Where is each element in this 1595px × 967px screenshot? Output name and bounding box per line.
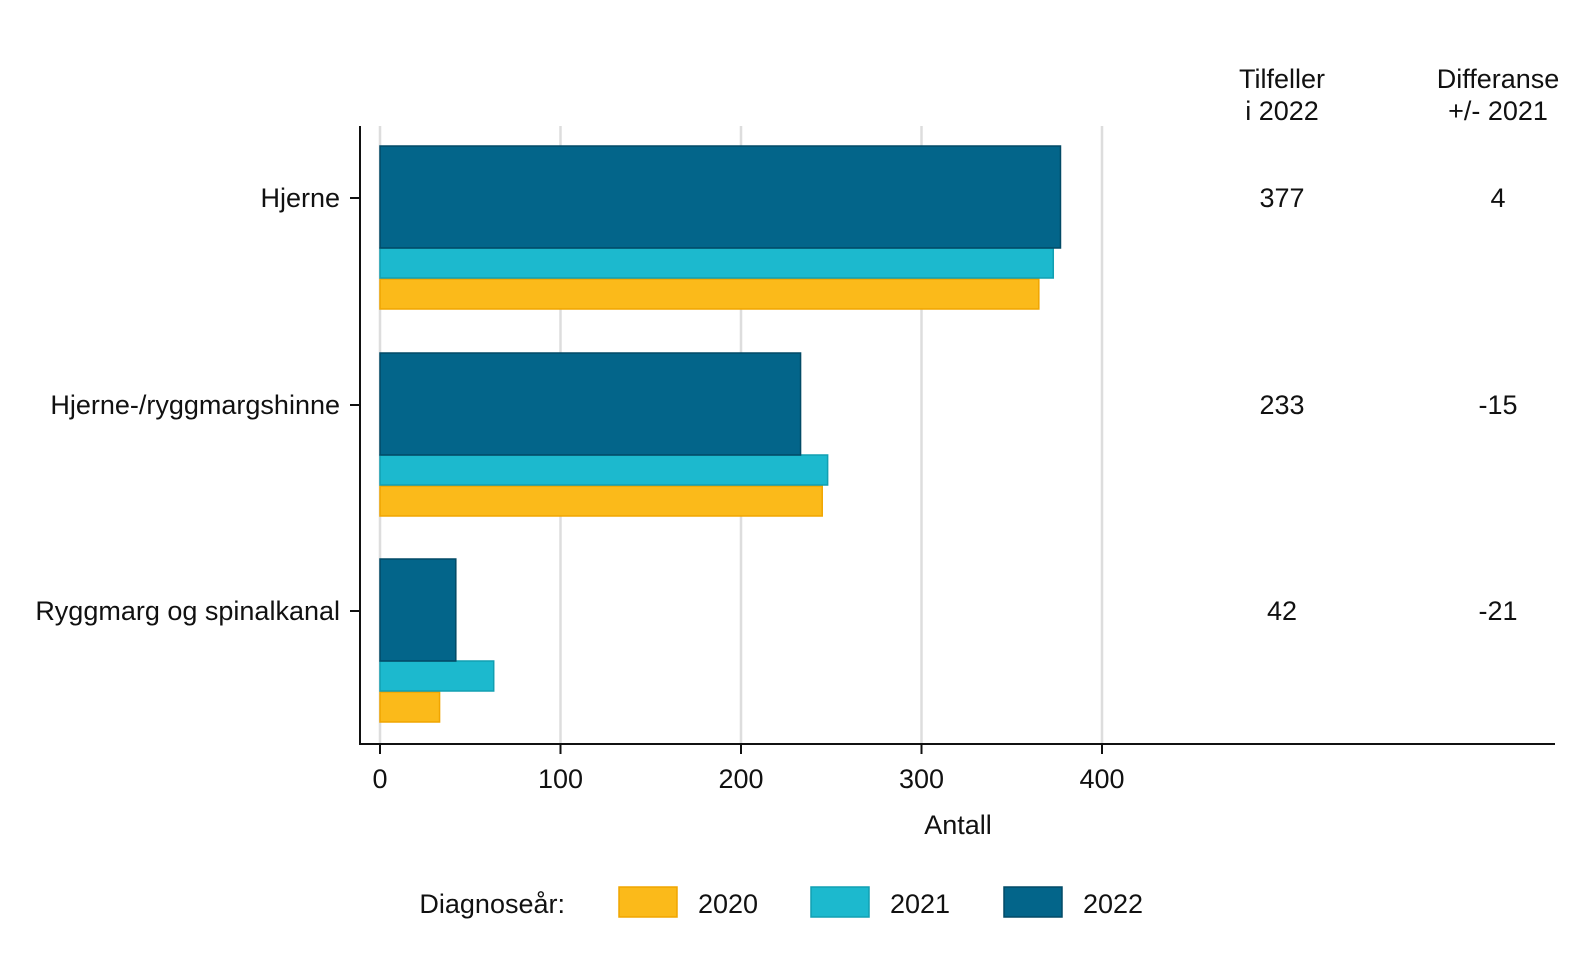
bar-2021-1 (379, 247, 1055, 279)
table-value-1-2: 233 (1259, 390, 1304, 420)
x-tick-label-0: 0 (372, 764, 387, 794)
x-tick-label-100: 100 (538, 764, 583, 794)
category-label-1: Hjerne (260, 183, 340, 213)
x-tick-labels: 0 100 200 300 400 (372, 764, 1124, 794)
category-label-3: Ryggmarg og spinalkanal (35, 596, 340, 626)
bar-2020-3 (379, 691, 441, 723)
bar-2021-2 (379, 454, 829, 486)
bar-2020-1 (379, 278, 1040, 310)
legend-swatch-2022 (1003, 886, 1063, 918)
x-tick-label-400: 400 (1079, 764, 1124, 794)
legend-swatch-2021 (810, 886, 870, 918)
legend: Diagnoseår: 2020 2021 2022 (419, 886, 1143, 919)
legend-label-2021: 2021 (890, 889, 950, 919)
table-value-2-2: -15 (1478, 390, 1517, 420)
table-value-2-3: -21 (1478, 596, 1517, 626)
bar-2020-2 (379, 485, 823, 517)
x-tick-label-300: 300 (899, 764, 944, 794)
axes (350, 126, 1555, 754)
bars (379, 145, 1062, 723)
legend-title: Diagnoseår: (419, 889, 565, 919)
category-labels: Hjerne Hjerne-/ryggmargshinne Ryggmarg og … (35, 183, 340, 626)
legend-swatch-2020 (618, 886, 678, 918)
table-header-2-line-1: Differanse (1437, 64, 1560, 94)
table-header-1-line-2: i 2022 (1245, 96, 1319, 126)
legend-label-2022: 2022 (1083, 889, 1143, 919)
table-value-1-1: 377 (1259, 183, 1304, 213)
bar-2021-3 (379, 660, 495, 692)
table-header-1-line-1: Tilfeller (1239, 64, 1325, 94)
table-header-2-line-2: +/- 2021 (1448, 96, 1548, 126)
x-axis-title: Antall (924, 810, 992, 840)
legend-label-2020: 2020 (698, 889, 758, 919)
category-label-2: Hjerne-/ryggmargshinne (50, 390, 340, 420)
x-tick-label-200: 200 (718, 764, 763, 794)
table-value-2-1: 4 (1490, 183, 1505, 213)
bar-2022-1 (379, 145, 1062, 249)
bar-2022-2 (379, 352, 802, 456)
table-value-1-3: 42 (1267, 596, 1297, 626)
bar-2022-3 (379, 558, 457, 662)
